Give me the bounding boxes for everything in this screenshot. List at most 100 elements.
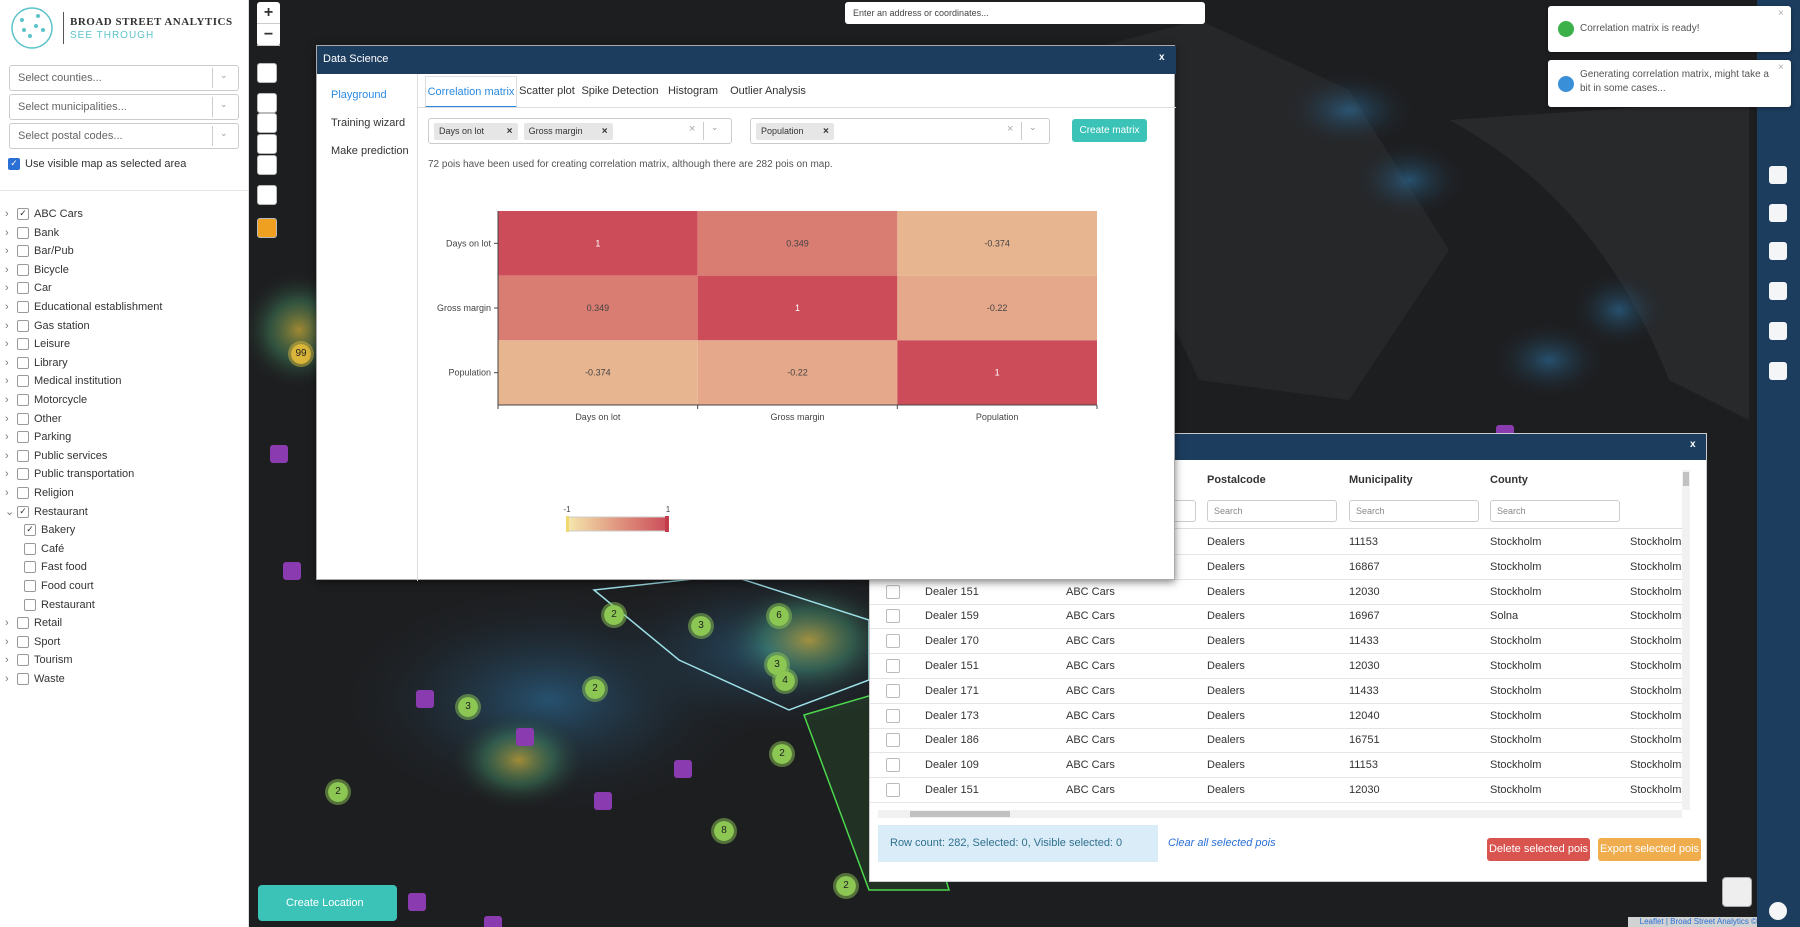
select-filter[interactable]: Select counties... [9, 65, 239, 91]
column-search[interactable]: Search [1490, 500, 1620, 522]
poi-marker[interactable] [270, 445, 288, 463]
category-item[interactable]: › Public services [5, 447, 245, 465]
nav-icon[interactable] [1769, 322, 1787, 340]
tool-trash[interactable] [257, 185, 277, 205]
category-item[interactable]: › Parking [5, 428, 245, 446]
tool-marker[interactable] [257, 155, 277, 175]
modal-close[interactable]: x [1159, 52, 1165, 63]
poi-cluster[interactable]: 2 [582, 676, 608, 702]
row-checkbox[interactable] [886, 584, 900, 599]
address-search[interactable]: Enter an address or coordinates... [845, 2, 1205, 24]
nav-icon[interactable] [1769, 362, 1787, 380]
category-item[interactable]: › Library [5, 354, 245, 372]
select-clear[interactable]: × [689, 123, 696, 135]
row-checkbox[interactable] [886, 758, 900, 773]
modal-tab[interactable]: Histogram [667, 85, 719, 97]
poi-marker[interactable] [516, 728, 534, 746]
category-item[interactable]: › Bar/Pub [5, 242, 245, 260]
category-item[interactable]: › Car [5, 279, 245, 297]
poi-cluster[interactable]: 3 [455, 694, 481, 720]
category-item[interactable]: › Retail [5, 614, 245, 632]
nav-icon[interactable] [1769, 204, 1787, 222]
modal-tab[interactable]: Scatter plot [519, 85, 575, 97]
modal-tab[interactable]: Outlier Analysis [730, 85, 806, 97]
row-checkbox[interactable] [886, 634, 900, 649]
poi-cluster[interactable]: 2 [325, 779, 351, 805]
nav-icon[interactable] [1769, 242, 1787, 260]
variable-select[interactable]: Population × × ⌄ [750, 118, 1050, 144]
modal-nav-item[interactable]: Training wizard [331, 117, 406, 129]
zoom-button[interactable]: − [257, 24, 280, 46]
tool-circle[interactable] [257, 134, 277, 154]
category-item[interactable]: › Bicycle [5, 261, 245, 279]
poi-marker[interactable] [408, 893, 426, 911]
poi-cluster[interactable]: 3 [688, 613, 714, 639]
tool-polygon[interactable] [257, 93, 277, 113]
category-item[interactable]: › Medical institution [5, 372, 245, 390]
table-close[interactable]: x [1690, 439, 1696, 450]
poi-marker[interactable] [484, 916, 502, 927]
category-item[interactable]: › Religion [5, 484, 245, 502]
category-item[interactable]: › Tourism [5, 651, 245, 669]
category-item[interactable]: › Leisure [5, 335, 245, 353]
category-item[interactable]: › Other [5, 410, 245, 428]
tool-camera[interactable] [257, 63, 277, 83]
select-clear[interactable]: × [1007, 123, 1014, 135]
tool-person[interactable] [257, 218, 277, 238]
nav-icon[interactable] [1769, 902, 1787, 920]
poi-cluster[interactable]: 4 [772, 668, 798, 694]
poi-marker[interactable] [674, 760, 692, 778]
layers-control[interactable] [1722, 877, 1752, 907]
poi-marker[interactable] [594, 792, 612, 810]
subcategory-item[interactable]: Bakery [24, 521, 244, 539]
poi-cluster[interactable]: 2 [769, 741, 795, 767]
category-item[interactable]: › Educational establishment [5, 298, 245, 316]
zoom-button[interactable]: + [257, 2, 280, 24]
row-checkbox[interactable] [886, 659, 900, 673]
chip-remove[interactable]: × [601, 126, 608, 137]
subcategory-item[interactable]: Food court [24, 577, 244, 595]
category-item[interactable]: › Public transportation [5, 465, 245, 483]
category-item[interactable]: › ABC Cars [5, 205, 245, 223]
category-item[interactable]: › Motorcycle [5, 391, 245, 409]
visible-area[interactable]: Use visible map as selected area [8, 158, 243, 174]
subcategory-item[interactable]: Café [24, 540, 244, 558]
column-search[interactable]: Search [1207, 500, 1337, 522]
category-item[interactable]: › Waste [5, 670, 245, 688]
poi-cluster[interactable]: 99 [288, 341, 314, 367]
nav-icon[interactable] [1769, 166, 1787, 184]
poi-cluster[interactable]: 8 [711, 818, 737, 844]
row-checkbox[interactable] [886, 733, 900, 748]
poi-marker[interactable] [283, 562, 301, 580]
row-checkbox[interactable] [886, 708, 900, 723]
tool-square[interactable] [257, 113, 277, 133]
poi-cluster[interactable]: 2 [833, 873, 859, 899]
subcategory-item[interactable]: Fast food [24, 558, 244, 576]
variable-select[interactable]: Days on lot × Gross margin × × ⌄ [428, 118, 732, 144]
modal-tab[interactable]: Spike Detection [581, 85, 659, 97]
modal-nav-item[interactable]: Make prediction [331, 145, 409, 157]
category-item[interactable]: › Gas station [5, 317, 245, 335]
modal-nav-item[interactable]: Playground [331, 89, 387, 101]
column-search[interactable]: Search [1349, 500, 1479, 522]
export-button[interactable]: Export selected pois [1598, 838, 1701, 861]
category-item[interactable]: › Sport [5, 633, 245, 651]
poi-cluster[interactable]: 6 [766, 603, 792, 629]
subcategory-item[interactable]: Restaurant [24, 596, 244, 614]
notification-close[interactable]: × [1778, 62, 1784, 73]
notification-close[interactable]: × [1778, 8, 1784, 19]
nav-icon[interactable] [1769, 282, 1787, 300]
chip-remove[interactable]: × [823, 126, 829, 137]
chip-remove[interactable]: × [506, 126, 513, 137]
clear-link[interactable]: Clear all selected pois [1168, 837, 1276, 849]
create-matrix-button[interactable]: Create matrix [1072, 119, 1147, 142]
delete-button[interactable]: Delete selected pois [1487, 838, 1590, 861]
poi-marker[interactable] [416, 690, 434, 708]
modal-tab[interactable]: Correlation matrix [425, 76, 517, 108]
select-filter[interactable]: Select municipalities... [9, 94, 239, 120]
location-report-button[interactable]: Create Location Report [258, 885, 397, 921]
category-item[interactable]: › Bank [5, 224, 245, 242]
category-item[interactable]: ⌄ Restaurant [5, 503, 245, 521]
poi-cluster[interactable]: 2 [601, 602, 627, 628]
select-filter[interactable]: Select postal codes... [9, 123, 239, 149]
